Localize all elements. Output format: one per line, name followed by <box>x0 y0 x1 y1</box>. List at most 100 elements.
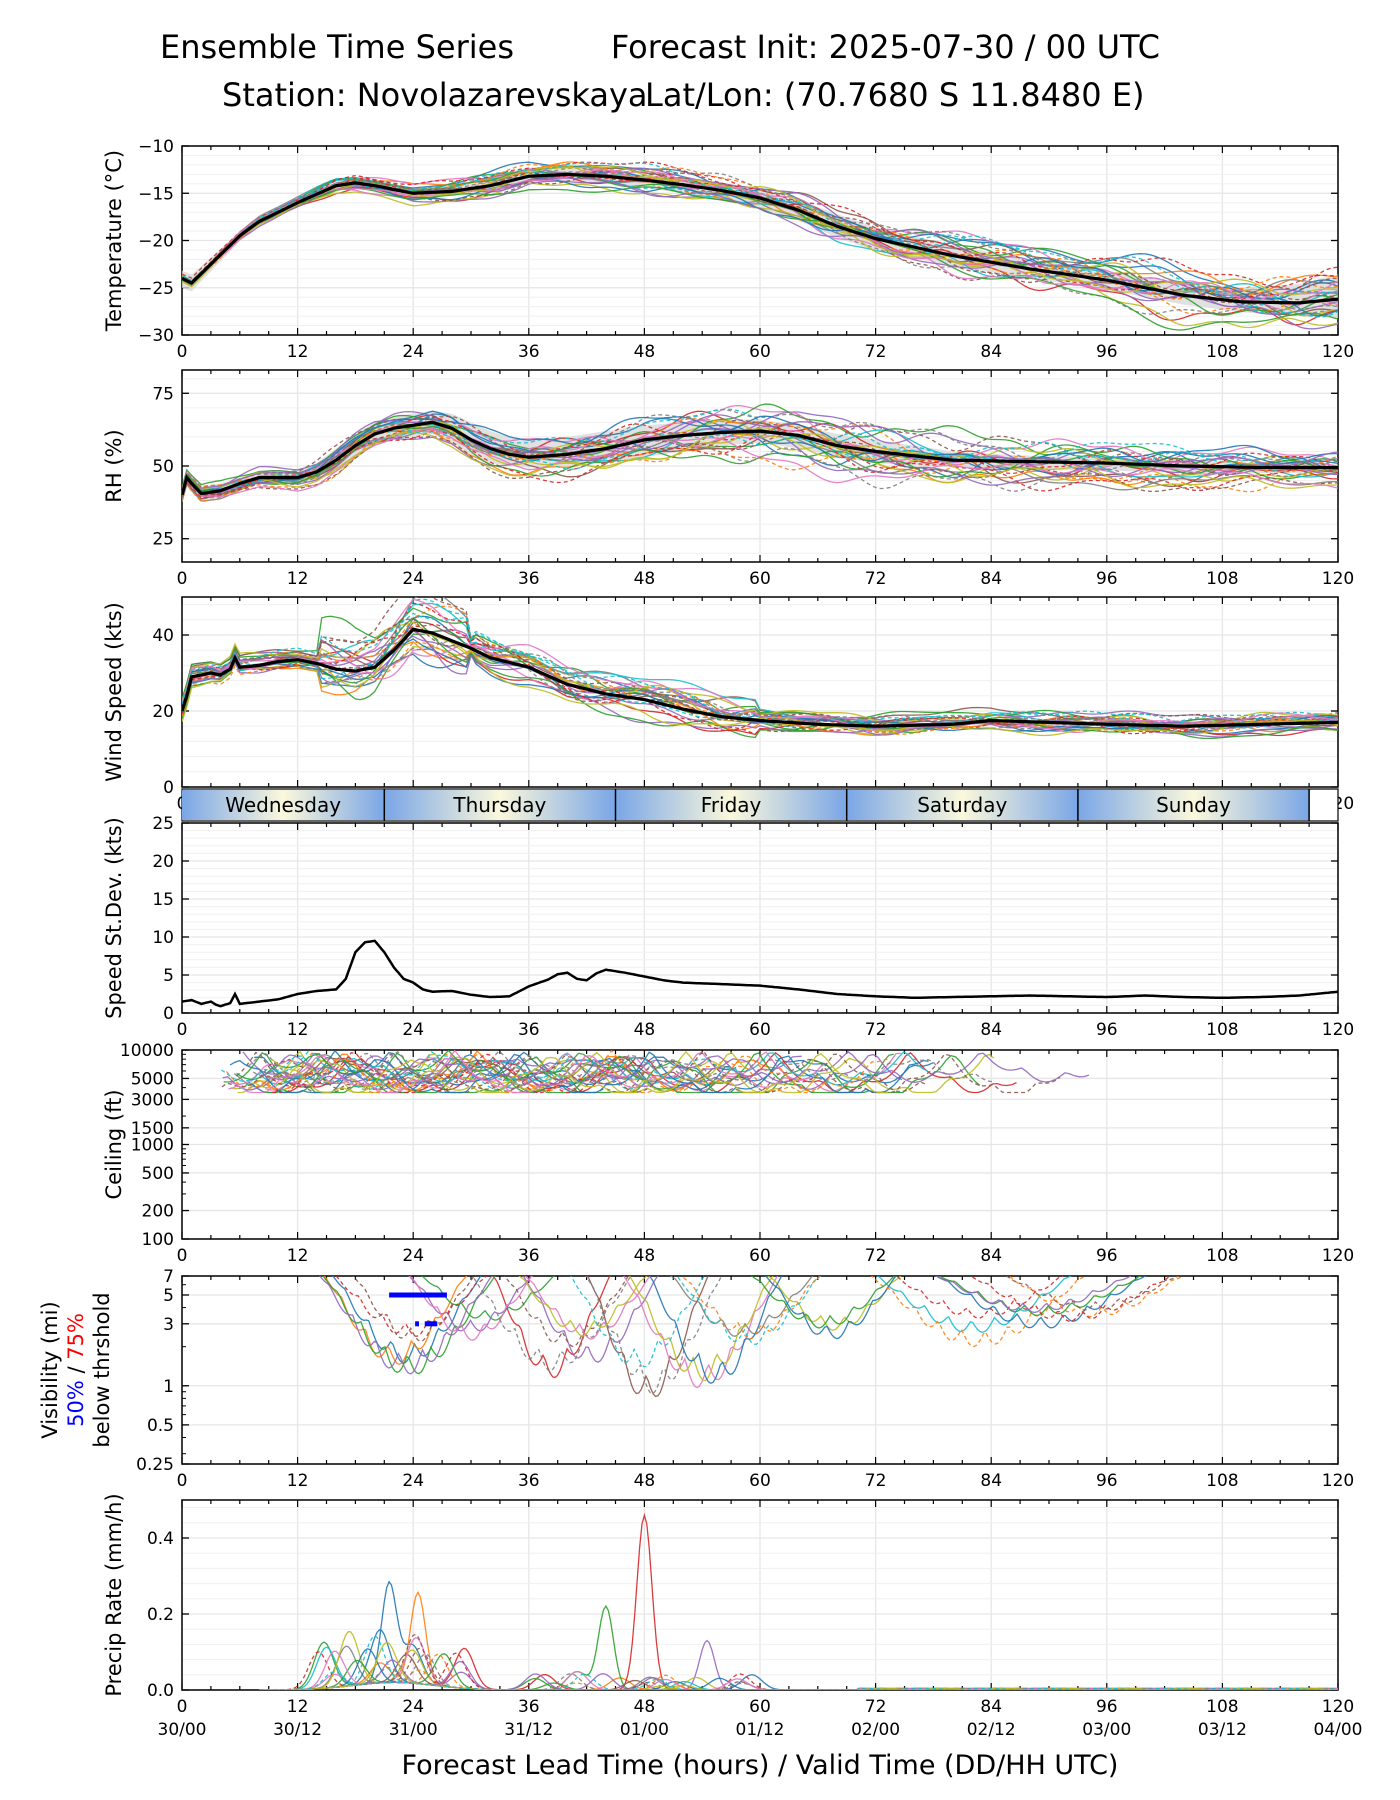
member-line <box>628 1276 774 1382</box>
day-band-segment <box>1077 790 1310 820</box>
y-tick-label: 0.4 <box>147 1529 174 1549</box>
wind-ylabel: Wind Speed (kts) <box>102 602 126 782</box>
member-line <box>585 1276 723 1395</box>
x-tick-label: 96 <box>1096 1246 1118 1266</box>
temperature-panel: −30 −25 −20 −15 −10 0 12 24 36 48 60 72 84 96 108 120 Te… <box>102 137 1354 362</box>
visibility-ylabel-pct: 50% / 75% <box>64 1313 88 1427</box>
y-tick-label: −25 <box>138 279 174 299</box>
member-line <box>260 1050 1090 1084</box>
x-tick-label: 120 <box>1322 1697 1354 1717</box>
x-tick-label: 108 <box>1206 1697 1238 1717</box>
member-line <box>182 167 1338 316</box>
wind-mean-line <box>182 627 1338 728</box>
x-tick-label: 72 <box>865 1246 887 1266</box>
y-tick-label: 5000 <box>131 1069 174 1089</box>
day-band-segment <box>615 790 847 820</box>
member-line <box>870 1276 1087 1348</box>
x-tick-label: 48 <box>634 1246 656 1266</box>
precip-ylabel: Precip Rate (mm/h) <box>102 1493 126 1696</box>
member-line <box>247 1050 750 1085</box>
valid-time-label: 30/00 <box>158 1720 207 1740</box>
member-line <box>182 415 1338 495</box>
day-band-segment <box>182 790 385 820</box>
valid-time-label: 03/12 <box>1198 1720 1247 1740</box>
member-line <box>352 1276 475 1342</box>
member-line <box>318 1276 493 1375</box>
day-label: Friday <box>701 793 762 817</box>
member-line <box>242 1051 802 1087</box>
y-tick-label: 100 <box>142 1230 174 1250</box>
x-tick-label: 48 <box>634 342 656 362</box>
member-line <box>259 1633 1338 1690</box>
y-tick-label: −20 <box>138 232 174 252</box>
y-tick-label: 7 <box>163 1267 174 1287</box>
ceiling-ylabel: Ceiling (ft) <box>102 1089 126 1199</box>
member-line <box>182 415 1338 492</box>
x-tick-label: 60 <box>749 1246 771 1266</box>
member-line <box>421 1276 555 1321</box>
rh-ylabel: RH (%) <box>102 429 126 502</box>
day-label: Saturday <box>917 793 1007 817</box>
y-tick-label: 0.2 <box>147 1605 174 1625</box>
x-tick-label: 84 <box>980 1020 1002 1040</box>
member-line <box>220 1051 670 1082</box>
x-tick-label: 60 <box>749 1697 771 1717</box>
member-line <box>524 1276 652 1340</box>
x-tick-label: 24 <box>402 342 424 362</box>
day-band: Wednesday Thursday Friday Saturday Sunday <box>181 788 1339 822</box>
y-tick-label: 5 <box>163 1286 174 1306</box>
day-band-segment <box>846 790 1078 820</box>
x-tick-label: 84 <box>980 1697 1002 1717</box>
member-line <box>182 431 1338 496</box>
x-tick-label: 24 <box>402 1246 424 1266</box>
valid-time-label: 02/12 <box>967 1720 1016 1740</box>
visibility-ylabel: Visibility (mi) 50% / 75% below thrshold <box>38 1292 114 1447</box>
visibility-panel: 0.25 0.5 1 3 57 0 12 24 36 48 60 72 84 96 108 120 Visibi… <box>38 1267 1354 1491</box>
x-tick-label: 108 <box>1206 1246 1238 1266</box>
member-line <box>322 1276 496 1375</box>
x-tick-label: 0 <box>177 1246 188 1266</box>
x-tick-label: 12 <box>287 569 309 589</box>
wind-grid <box>181 597 1339 788</box>
x-tick-label: 120 <box>1322 342 1354 362</box>
member-line <box>259 1669 1338 1690</box>
member-line <box>518 1276 648 1337</box>
y-tick-label: 10000 <box>120 1041 174 1061</box>
valid-time-label: 04/00 <box>1314 1720 1363 1740</box>
valid-time-label: 01/00 <box>620 1720 669 1740</box>
member-line <box>265 1051 902 1092</box>
x-tick-label: 120 <box>1322 569 1354 589</box>
y-tick-label: 1500 <box>131 1119 174 1139</box>
member-line <box>182 431 1338 495</box>
day-label: Wednesday <box>225 793 341 817</box>
valid-time-label: 31/00 <box>389 1720 438 1740</box>
latlon-label: Lat/Lon: (70.7680 S 11.8480 E) <box>645 76 1145 114</box>
member-line <box>681 1276 821 1340</box>
x-tick-label: 0 <box>177 569 188 589</box>
member-line <box>229 1051 929 1094</box>
member-line <box>182 172 1338 301</box>
x-tick-label: 24 <box>402 1697 424 1717</box>
x-tick-label: 108 <box>1206 1020 1238 1040</box>
temperature-grid <box>181 145 1339 336</box>
member-line <box>1007 1276 1185 1318</box>
visibility-ylabel-main: Visibility (mi) <box>38 1301 62 1438</box>
member-line <box>323 1276 468 1366</box>
x-tick-label: 108 <box>1206 342 1238 362</box>
member-line <box>236 1051 1061 1094</box>
member-line <box>182 168 1338 311</box>
speed_stdev-ylabel: Speed St.Dev. (kts) <box>102 817 126 1019</box>
x-axis-label: Forecast Lead Time (hours) / Valid Time … <box>402 1750 1119 1781</box>
member-line <box>252 1050 996 1084</box>
y-tick-label: 3000 <box>131 1090 174 1110</box>
member-line <box>238 1050 760 1091</box>
member-line <box>182 617 1338 733</box>
member-line <box>335 1276 488 1337</box>
title-left: Ensemble Time Series <box>160 28 514 66</box>
x-tick-label: 72 <box>865 1471 887 1491</box>
member-line <box>182 605 1338 732</box>
x-tick-label: 48 <box>634 1471 656 1491</box>
x-tick-label: 12 <box>287 1471 309 1491</box>
member-line <box>182 169 1338 302</box>
x-tick-label: 84 <box>980 1246 1002 1266</box>
